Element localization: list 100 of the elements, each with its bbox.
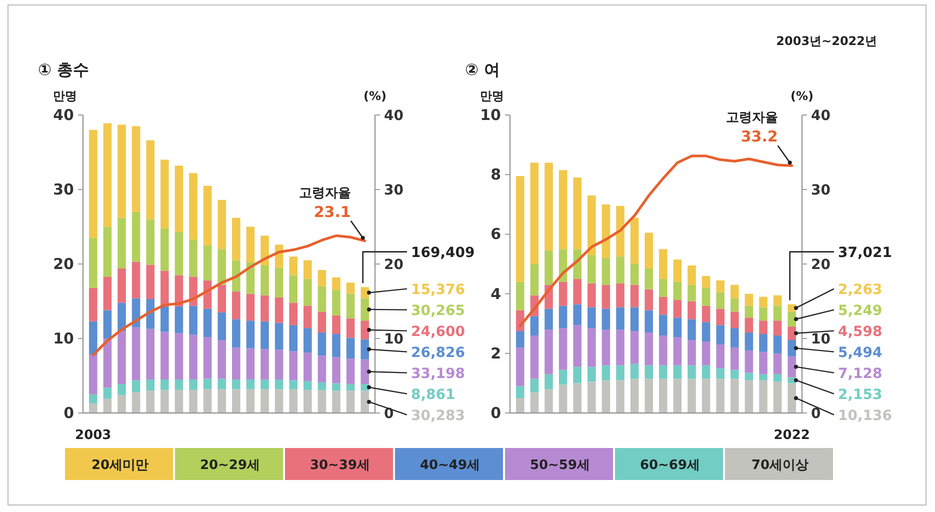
bar xyxy=(89,130,98,238)
bar xyxy=(89,354,98,394)
bar xyxy=(360,339,369,360)
data-label: 23.1 xyxy=(314,202,351,221)
bar xyxy=(89,394,98,404)
bar xyxy=(759,320,768,334)
bar xyxy=(174,333,184,380)
bar xyxy=(558,328,568,370)
bar xyxy=(146,264,154,300)
bar xyxy=(360,298,369,321)
bar xyxy=(218,378,226,390)
text: 30,283 xyxy=(411,408,466,424)
bar xyxy=(246,379,255,390)
bar xyxy=(89,288,98,322)
bar xyxy=(744,332,754,350)
bar xyxy=(103,226,112,277)
bar xyxy=(103,276,112,310)
bar xyxy=(673,260,682,282)
bar xyxy=(118,395,126,413)
bar xyxy=(544,250,553,285)
text: 30~39세 xyxy=(310,458,370,473)
bar xyxy=(274,350,284,380)
bar xyxy=(346,338,355,359)
bar xyxy=(146,219,154,265)
y2-tick-label: 10 xyxy=(811,332,831,348)
text: 26,826 xyxy=(411,344,466,361)
bar xyxy=(759,352,768,374)
bar xyxy=(730,312,739,328)
bar xyxy=(716,280,724,292)
y2-axis-title: (%) xyxy=(790,89,814,103)
bar xyxy=(332,290,340,316)
bar xyxy=(588,328,596,367)
bar xyxy=(218,389,226,413)
bar xyxy=(630,331,639,364)
bar xyxy=(232,379,240,390)
bar xyxy=(716,378,724,413)
bar xyxy=(530,392,539,413)
chart-title: ① 총수 xyxy=(38,60,90,79)
text: 60~69세 xyxy=(640,458,700,473)
y2-tick-label: 20 xyxy=(811,257,831,273)
bar xyxy=(516,386,524,398)
bar xyxy=(759,374,768,380)
bar xyxy=(573,278,582,304)
bar xyxy=(246,226,255,263)
bar xyxy=(702,341,710,366)
bar xyxy=(132,392,140,413)
bar xyxy=(174,379,184,390)
bar xyxy=(616,330,624,366)
bar xyxy=(688,365,696,379)
bar xyxy=(588,366,596,382)
bar xyxy=(318,332,326,356)
bar xyxy=(616,283,624,308)
bar xyxy=(744,318,754,333)
bar xyxy=(346,390,355,413)
bar xyxy=(730,328,739,348)
bar xyxy=(659,296,668,315)
bar xyxy=(688,301,696,320)
bar xyxy=(659,378,668,413)
bar xyxy=(289,325,298,352)
bar xyxy=(304,328,312,353)
y2-tick-label: 10 xyxy=(384,332,404,348)
bar xyxy=(530,264,539,296)
bar xyxy=(673,337,682,366)
bar xyxy=(203,245,212,280)
bar xyxy=(716,344,724,368)
bar xyxy=(616,365,624,380)
bar xyxy=(544,162,553,251)
text: 40~49세 xyxy=(420,458,480,473)
text: 고령자율 xyxy=(726,110,778,126)
bar xyxy=(759,307,768,321)
bar xyxy=(218,312,226,340)
bar xyxy=(616,206,624,257)
bar xyxy=(118,331,126,384)
bar xyxy=(218,200,226,250)
y2-tick-label: 30 xyxy=(384,182,404,198)
bar xyxy=(630,364,639,379)
bar xyxy=(332,357,340,384)
bar xyxy=(558,306,568,328)
bar xyxy=(730,284,739,298)
bar xyxy=(189,276,198,306)
bar xyxy=(644,378,653,413)
bar xyxy=(103,123,112,227)
line-series xyxy=(92,234,366,356)
bar xyxy=(146,328,154,380)
bar xyxy=(544,389,553,413)
text: 2,153 xyxy=(838,386,882,403)
bar xyxy=(602,204,610,258)
bar xyxy=(246,389,255,413)
bar xyxy=(304,278,312,306)
text: 10,136 xyxy=(838,408,892,424)
bar xyxy=(160,306,169,332)
bar xyxy=(274,389,284,413)
bar xyxy=(246,348,255,380)
bar xyxy=(516,347,524,386)
text: 4,598 xyxy=(838,324,882,340)
bar xyxy=(573,178,582,250)
bar xyxy=(673,365,682,379)
y-tick-label: 0 xyxy=(490,404,501,422)
bar xyxy=(203,337,212,379)
data-label: 33.2 xyxy=(740,128,778,146)
